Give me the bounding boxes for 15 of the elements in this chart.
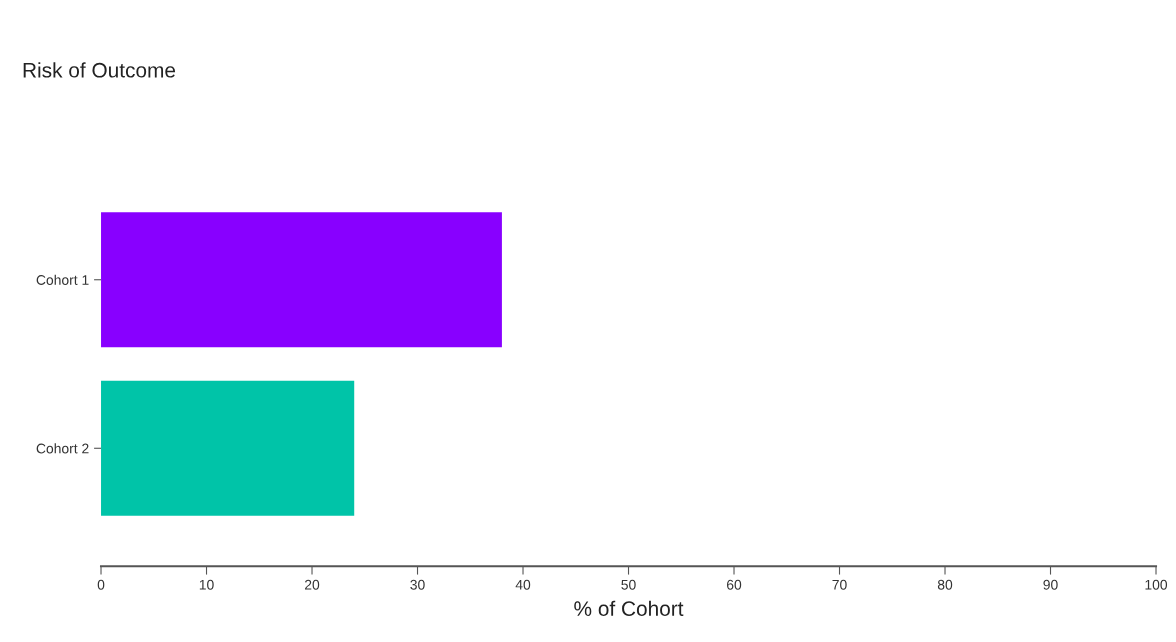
- x-tick-label: 50: [621, 579, 636, 590]
- x-tick-label: 90: [1043, 579, 1058, 590]
- y-tick-label: Cohort 2: [36, 443, 89, 454]
- x-tick-label: 100: [1145, 579, 1168, 590]
- x-tick-label: 70: [832, 579, 847, 590]
- x-tick-label: 30: [410, 579, 425, 590]
- x-tick-label: 10: [199, 579, 214, 590]
- x-tick-label: 20: [304, 579, 320, 590]
- x-tick-label: 0: [97, 579, 105, 590]
- x-axis-title: % of Cohort: [574, 600, 684, 617]
- chart-title: Risk of Outcome: [23, 62, 176, 78]
- y-tick-label: Cohort 1: [36, 274, 89, 285]
- x-tick-label: 60: [726, 579, 742, 590]
- x-tick-label: 40: [515, 579, 531, 590]
- x-tick-label: 80: [937, 579, 953, 590]
